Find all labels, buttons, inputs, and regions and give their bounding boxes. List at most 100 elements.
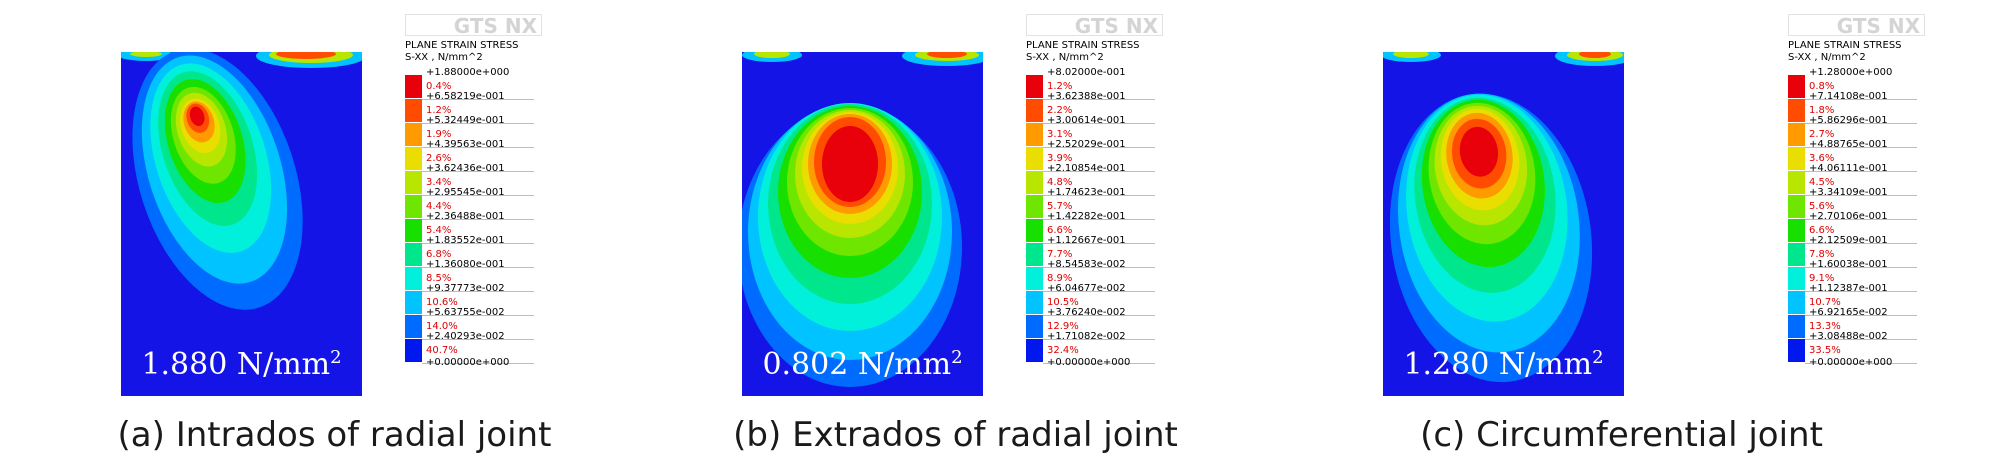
legend-value: +1.83552e-001 bbox=[426, 235, 505, 246]
legend-percent: 40.7% bbox=[426, 345, 458, 356]
legend-swatch bbox=[1026, 219, 1043, 243]
legend-divider bbox=[1043, 243, 1155, 244]
legend-value: +2.95545e-001 bbox=[426, 187, 505, 198]
legend-value: +0.00000e+000 bbox=[1809, 357, 1893, 368]
legend-swatch bbox=[405, 339, 422, 363]
legend-swatch bbox=[1026, 243, 1043, 267]
legend-value: +1.71082e-002 bbox=[1047, 331, 1126, 342]
contour-plot: 0.802 N/mm2 bbox=[742, 52, 983, 396]
legend-divider bbox=[1805, 315, 1917, 316]
legend-value: +3.62388e-001 bbox=[1047, 91, 1126, 102]
legend-percent: 8.9% bbox=[1047, 273, 1073, 284]
legend-value: +4.88765e-001 bbox=[1809, 139, 1888, 150]
legend-swatch bbox=[1026, 147, 1043, 171]
legend-swatch bbox=[1026, 315, 1043, 339]
legend-percent: 6.6% bbox=[1809, 225, 1835, 236]
legend-value: +8.02000e-001 bbox=[1047, 67, 1126, 78]
legend-swatch bbox=[1788, 123, 1805, 147]
legend-value: +1.88000e+000 bbox=[426, 67, 510, 78]
legend-value: +2.12509e-001 bbox=[1809, 235, 1888, 246]
legend-value: +5.63755e-002 bbox=[426, 307, 505, 318]
legend-divider bbox=[1805, 171, 1917, 172]
panel-a: 1.880 N/mm2 GTS NX PLANE STRAIN STRESS S… bbox=[0, 0, 669, 459]
peak-stress-label: 0.802 N/mm2 bbox=[762, 347, 963, 382]
legend-percent: 1.8% bbox=[1809, 105, 1835, 116]
legend-value: +1.74623e-001 bbox=[1047, 187, 1126, 198]
legend-value: +2.40293e-002 bbox=[426, 331, 505, 342]
legend-percent: 3.6% bbox=[1809, 153, 1835, 164]
legend-value: +1.36080e-001 bbox=[426, 259, 505, 270]
legend-divider bbox=[1043, 195, 1155, 196]
legend-percent: 1.9% bbox=[426, 129, 452, 140]
legend-divider bbox=[422, 243, 534, 244]
legend-swatch bbox=[1788, 195, 1805, 219]
legend-value: +1.12387e-001 bbox=[1809, 283, 1888, 294]
legend-value: +6.58219e-001 bbox=[426, 91, 505, 102]
contour-svg bbox=[121, 52, 362, 396]
legend-value: +4.39563e-001 bbox=[426, 139, 505, 150]
legend-swatch bbox=[1788, 339, 1805, 363]
legend-percent: 6.8% bbox=[426, 249, 452, 260]
legend-swatch bbox=[1788, 315, 1805, 339]
legend-percent: 5.4% bbox=[426, 225, 452, 236]
legend-swatch bbox=[1026, 99, 1043, 123]
legend-value: +9.37773e-002 bbox=[426, 283, 505, 294]
legend-divider bbox=[1043, 147, 1155, 148]
legend-divider bbox=[1805, 147, 1917, 148]
legend-percent: 2.2% bbox=[1047, 105, 1073, 116]
legend-value: +0.00000e+000 bbox=[1047, 357, 1131, 368]
color-legend: +1.28000e+000 0.8% +7.14108e-001 1.8% +5… bbox=[1788, 67, 1923, 374]
legend-divider bbox=[1805, 267, 1917, 268]
panel-caption: (a) Intrados of radial joint bbox=[117, 415, 552, 455]
legend-percent: 8.5% bbox=[426, 273, 452, 284]
legend-value: +2.10854e-001 bbox=[1047, 163, 1126, 174]
legend-swatch bbox=[1788, 75, 1805, 99]
legend-value: +0.00000e+000 bbox=[426, 357, 510, 368]
legend-divider bbox=[1805, 123, 1917, 124]
legend-percent: 3.9% bbox=[1047, 153, 1073, 164]
contour-plot: 1.280 N/mm2 bbox=[1383, 52, 1624, 396]
gts-nx-logo: GTS NX bbox=[405, 14, 542, 37]
legend-swatch bbox=[405, 171, 422, 195]
legend-divider bbox=[1043, 291, 1155, 292]
legend-value: +6.04677e-002 bbox=[1047, 283, 1126, 294]
legend-unit: S-XX , N/mm^2 bbox=[1788, 52, 1866, 63]
legend-percent: 2.7% bbox=[1809, 129, 1835, 140]
legend-divider bbox=[422, 99, 534, 100]
legend-divider bbox=[422, 219, 534, 220]
legend-value: +2.70106e-001 bbox=[1809, 211, 1888, 222]
peak-stress-label: 1.880 N/mm2 bbox=[141, 347, 342, 382]
legend-divider bbox=[1043, 171, 1155, 172]
contour-svg bbox=[1383, 52, 1624, 396]
legend-percent: 1.2% bbox=[1047, 81, 1073, 92]
legend-value: +1.42282e-001 bbox=[1047, 211, 1126, 222]
legend-value: +3.76240e-002 bbox=[1047, 307, 1126, 318]
legend-value: +6.92165e-002 bbox=[1809, 307, 1888, 318]
legend-swatch bbox=[405, 195, 422, 219]
legend-value: +3.34109e-001 bbox=[1809, 187, 1888, 198]
legend-divider bbox=[1043, 339, 1155, 340]
legend-swatch bbox=[405, 147, 422, 171]
legend-percent: 10.6% bbox=[426, 297, 458, 308]
legend-divider bbox=[1805, 339, 1917, 340]
legend-swatch bbox=[1026, 171, 1043, 195]
legend-percent: 12.9% bbox=[1047, 321, 1079, 332]
peak-stress-label: 1.280 N/mm2 bbox=[1403, 347, 1604, 382]
legend-percent: 4.8% bbox=[1047, 177, 1073, 188]
panel-b: 0.802 N/mm2 GTS NX PLANE STRAIN STRESS S… bbox=[621, 0, 1290, 459]
legend-swatch bbox=[405, 267, 422, 291]
color-legend: +1.88000e+000 0.4% +6.58219e-001 1.2% +5… bbox=[405, 67, 540, 374]
legend-divider bbox=[422, 123, 534, 124]
legend-percent: 4.4% bbox=[426, 201, 452, 212]
legend-percent: 9.1% bbox=[1809, 273, 1835, 284]
legend-unit: S-XX , N/mm^2 bbox=[1026, 52, 1104, 63]
legend-percent: 5.6% bbox=[1809, 201, 1835, 212]
legend-value: +7.14108e-001 bbox=[1809, 91, 1888, 102]
legend-value: +2.52029e-001 bbox=[1047, 139, 1126, 150]
legend-divider bbox=[1043, 123, 1155, 124]
legend-swatch bbox=[1788, 147, 1805, 171]
legend-value: +2.36488e-001 bbox=[426, 211, 505, 222]
color-legend: +8.02000e-001 1.2% +3.62388e-001 2.2% +3… bbox=[1026, 67, 1161, 374]
legend-divider bbox=[422, 339, 534, 340]
legend-divider bbox=[1043, 99, 1155, 100]
